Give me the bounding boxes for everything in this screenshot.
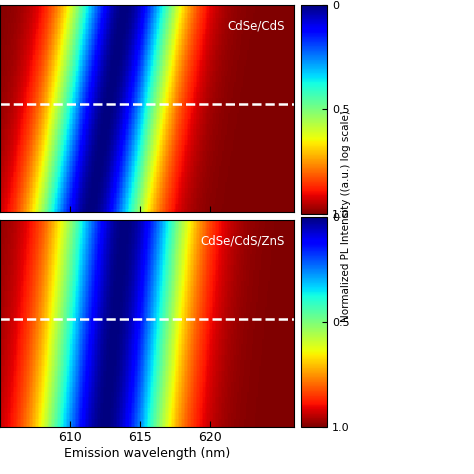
X-axis label: Emission wavelength (nm): Emission wavelength (nm): [64, 447, 230, 460]
Text: CdSe/CdS: CdSe/CdS: [228, 19, 285, 32]
Text: CdSe/CdS/ZnS: CdSe/CdS/ZnS: [201, 234, 285, 247]
Text: Normalized PL Intensity ((a.u.) log scale): Normalized PL Intensity ((a.u.) log scal…: [341, 110, 351, 321]
